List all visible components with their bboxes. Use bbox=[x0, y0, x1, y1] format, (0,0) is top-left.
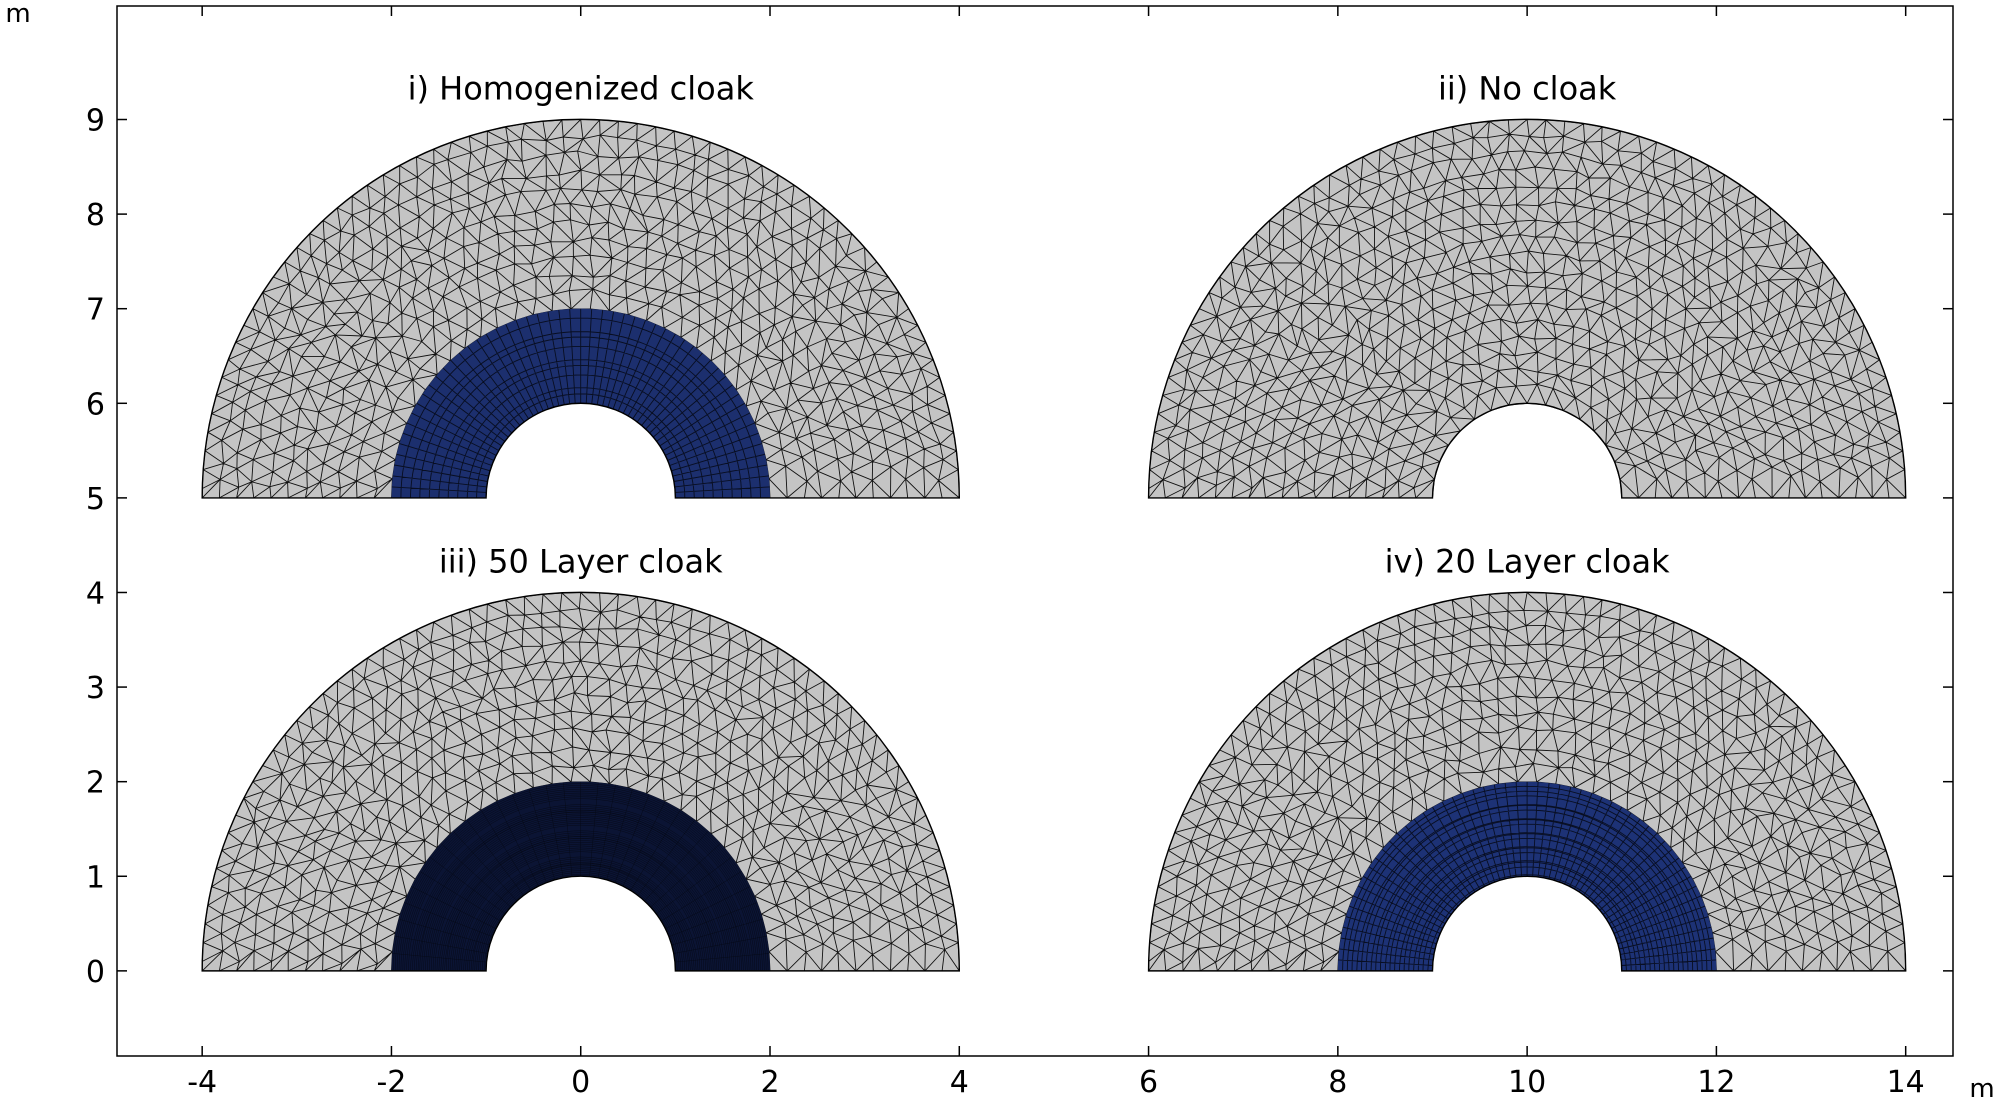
x-tick-label: -2 bbox=[376, 1065, 406, 1100]
panel-title: iii) 50 Layer cloak bbox=[439, 542, 723, 580]
y-tick-label: 4 bbox=[86, 576, 105, 611]
x-tick-label: 0 bbox=[571, 1065, 590, 1100]
panels-layer: i) Homogenized cloak ii) No cloak iii) 50 … bbox=[201, 70, 1906, 972]
x-tick-label: 6 bbox=[1139, 1065, 1158, 1100]
x-tick-label: 12 bbox=[1697, 1065, 1735, 1100]
x-tick-label: 14 bbox=[1887, 1065, 1925, 1100]
y-tick-label: 6 bbox=[86, 387, 105, 422]
y-tick-label: 9 bbox=[86, 104, 105, 139]
y-tick-label: 1 bbox=[86, 860, 105, 895]
x-tick-label: 4 bbox=[950, 1065, 969, 1100]
y-tick-label: 5 bbox=[86, 482, 105, 517]
y-tick-label: 7 bbox=[86, 293, 105, 328]
panel-title: i) Homogenized cloak bbox=[408, 70, 755, 108]
triangle-mesh bbox=[1148, 119, 1907, 499]
mesh-panel: ii) No cloak bbox=[1149, 70, 1906, 498]
x-tick-label: 10 bbox=[1508, 1065, 1546, 1100]
panel-title: ii) No cloak bbox=[1438, 70, 1617, 108]
x-tick-label: 8 bbox=[1328, 1065, 1347, 1100]
x-tick-label: 2 bbox=[760, 1065, 779, 1100]
x-tick-label: -4 bbox=[187, 1065, 217, 1100]
domain-outline bbox=[201, 591, 960, 972]
panel-title: iv) 20 Layer cloak bbox=[1385, 542, 1670, 580]
y-tick-label: 3 bbox=[86, 671, 105, 706]
domain-outline bbox=[201, 118, 960, 499]
y-unit-label: m bbox=[5, 0, 30, 29]
cloak-mesh bbox=[1337, 781, 1717, 972]
mesh-panel: i) Homogenized cloak bbox=[201, 70, 960, 499]
y-tick-label: 0 bbox=[86, 955, 105, 990]
x-unit-label: m bbox=[1969, 1074, 1994, 1100]
mesh-panel: iii) 50 Layer cloak bbox=[201, 542, 960, 972]
y-tick-label: 2 bbox=[86, 766, 105, 801]
mesh-panel: iv) 20 Layer cloak bbox=[1149, 542, 1906, 970]
y-tick-label: 8 bbox=[86, 198, 105, 233]
